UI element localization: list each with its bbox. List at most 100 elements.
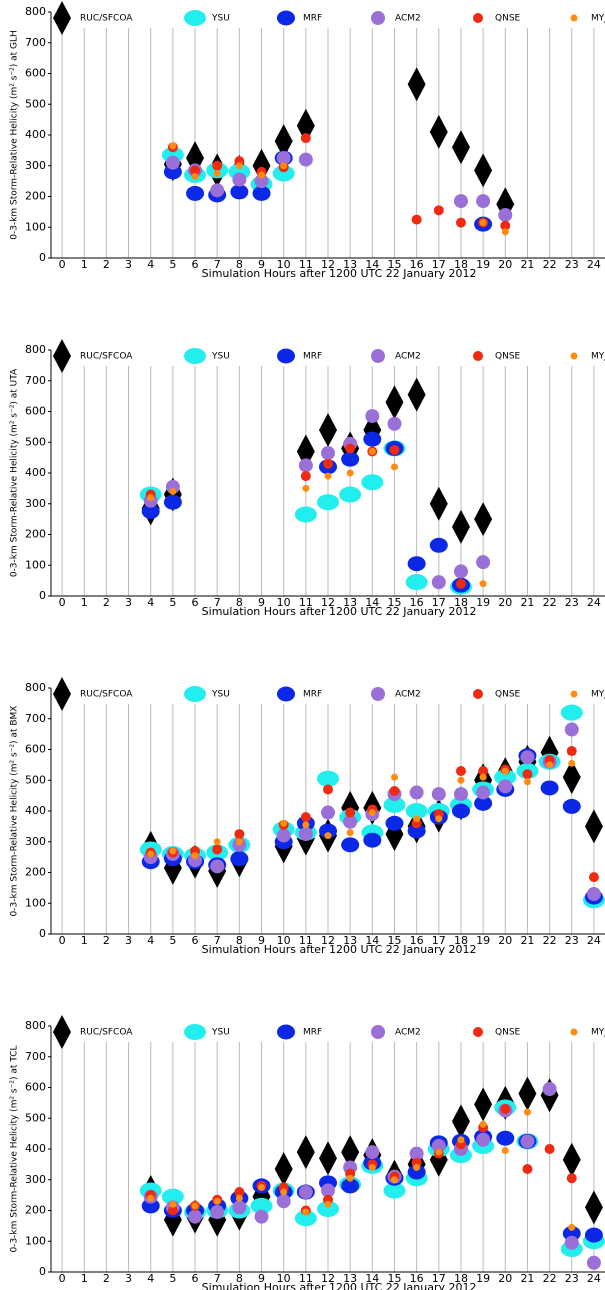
- legend-label: YSU: [211, 690, 230, 700]
- circle-marker: [213, 169, 221, 177]
- x-tick-label: 2: [103, 258, 110, 271]
- circle-marker: [302, 821, 310, 829]
- y-tick-label: 200: [25, 866, 46, 879]
- circle-marker: [190, 165, 201, 176]
- y-tick-label: 700: [25, 36, 46, 49]
- x-tick-label: 7: [214, 258, 221, 271]
- circle-marker: [191, 173, 199, 181]
- circle-marker: [298, 827, 313, 842]
- circle-marker: [234, 829, 245, 840]
- x-tick-label: 10: [277, 1272, 291, 1285]
- circle-marker: [212, 160, 223, 171]
- y-tick-label: 600: [25, 67, 46, 80]
- circle-marker: [232, 172, 247, 187]
- circle-marker: [457, 1136, 465, 1144]
- circle-marker: [476, 1132, 491, 1147]
- x-tick-label: 14: [365, 1272, 379, 1285]
- y-tick-label: 200: [25, 1204, 46, 1217]
- circle-marker: [343, 814, 358, 829]
- x-tick-label: 24: [587, 596, 601, 609]
- x-tick-label: 11: [299, 1272, 313, 1285]
- diamond-marker: [296, 1135, 315, 1170]
- diamond-marker: [407, 377, 426, 412]
- legend-marker: [570, 14, 578, 22]
- circle-marker: [234, 1187, 245, 1198]
- x-tick-label: 19: [476, 934, 490, 947]
- x-tick-label: 8: [236, 934, 243, 947]
- x-tick-label: 15: [387, 934, 401, 947]
- circle-marker: [457, 776, 465, 784]
- x-tick-label: 23: [565, 258, 579, 271]
- circle-marker: [479, 1120, 487, 1128]
- y-tick-label: 300: [25, 1173, 46, 1186]
- y-tick-label: 200: [25, 528, 46, 541]
- circle-marker: [254, 1209, 269, 1224]
- diamond-marker: [562, 760, 581, 795]
- circle-marker: [298, 458, 313, 473]
- legend-label: YSU: [211, 352, 230, 362]
- circle-marker: [476, 555, 491, 570]
- x-tick-label: 17: [432, 1272, 446, 1285]
- legend-marker: [570, 690, 578, 698]
- legend-marker: [184, 348, 206, 364]
- circle-marker: [346, 1174, 354, 1182]
- circle-marker: [407, 556, 426, 572]
- circle-marker: [390, 1176, 398, 1184]
- y-tick-label: 0: [39, 589, 46, 602]
- diamond-marker: [451, 130, 470, 165]
- circle-marker: [341, 1178, 360, 1194]
- circle-marker: [317, 770, 339, 787]
- legend-label: MYJ: [591, 690, 605, 700]
- x-tick-label: 20: [498, 1272, 512, 1285]
- circle-marker: [161, 1188, 184, 1205]
- diamond-marker: [274, 1151, 293, 1186]
- circle-marker: [431, 787, 446, 802]
- circle-marker: [345, 807, 356, 818]
- circle-marker: [413, 1163, 421, 1171]
- legend-marker: [371, 11, 385, 25]
- x-tick-label: 3: [125, 258, 132, 271]
- x-tick-label: 2: [103, 596, 110, 609]
- circle-marker: [165, 155, 180, 170]
- legend-label: QNSE: [495, 1028, 521, 1038]
- x-tick-label: 14: [365, 258, 379, 271]
- x-tick-label: 0: [59, 1272, 66, 1285]
- legend-label: QNSE: [495, 352, 521, 362]
- y-tick-label: 600: [25, 1081, 46, 1094]
- x-tick-label: 7: [214, 596, 221, 609]
- y-tick-label: 800: [25, 343, 46, 356]
- circle-marker: [252, 185, 271, 201]
- x-tick-label: 6: [192, 258, 199, 271]
- x-tick-label: 18: [454, 934, 468, 947]
- y-tick-label: 800: [25, 5, 46, 18]
- circle-marker: [455, 766, 466, 777]
- x-tick-label: 22: [543, 934, 557, 947]
- circle-marker: [435, 815, 443, 823]
- circle-marker: [361, 474, 384, 491]
- x-tick-label: 11: [299, 934, 313, 947]
- circle-marker: [365, 1145, 380, 1160]
- x-tick-label: 22: [543, 596, 557, 609]
- y-tick-label: 100: [25, 896, 46, 909]
- circle-marker: [390, 773, 398, 781]
- x-tick-label: 20: [498, 258, 512, 271]
- x-tick-label: 21: [520, 1272, 534, 1285]
- circle-marker: [409, 1146, 424, 1161]
- circle-marker: [520, 1134, 535, 1149]
- circle-marker: [319, 823, 337, 839]
- legend-label: MYJ: [591, 1028, 605, 1038]
- x-tick-label: 2: [103, 1272, 110, 1285]
- circle-marker: [405, 803, 428, 819]
- circle-marker: [389, 786, 400, 797]
- y-tick-label: 300: [25, 497, 46, 510]
- circle-marker: [474, 795, 493, 811]
- y-axis-label: 0-3-km Storm-Relative Helicity (m² s⁻²) …: [10, 1045, 20, 1252]
- circle-marker: [147, 1194, 155, 1202]
- legend-marker: [53, 677, 71, 711]
- y-tick-label: 300: [25, 159, 46, 172]
- x-tick-label: 16: [410, 1272, 424, 1285]
- legend-marker: [371, 1025, 385, 1039]
- circle-marker: [411, 214, 422, 225]
- x-tick-label: 6: [192, 1272, 199, 1285]
- x-tick-label: 6: [192, 596, 199, 609]
